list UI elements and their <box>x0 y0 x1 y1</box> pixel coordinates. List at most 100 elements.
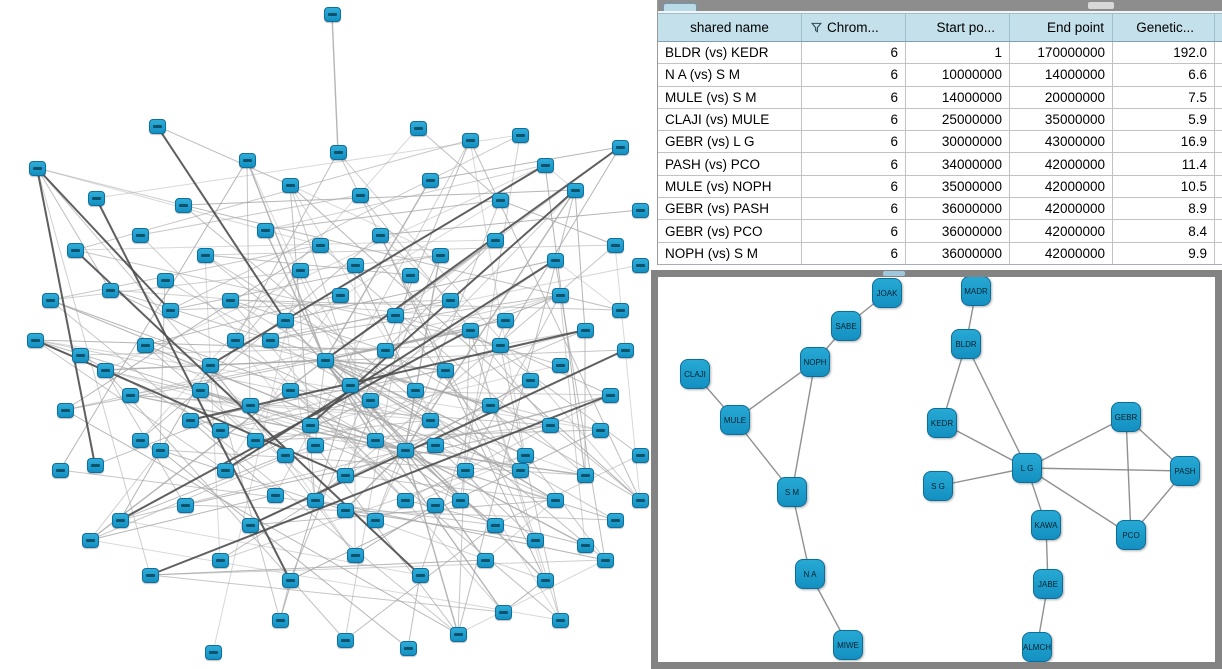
graph-node[interactable] <box>486 517 504 533</box>
graph-node[interactable] <box>576 322 594 338</box>
table-cell[interactable]: NOPH (vs) S M <box>658 242 802 264</box>
graph-node[interactable] <box>456 462 474 478</box>
column-header-genetic[interactable]: Genetic... <box>1113 14 1215 41</box>
graph-node[interactable] <box>596 552 614 568</box>
graph-node[interactable] <box>331 287 349 303</box>
table-cell[interactable]: 6 <box>802 198 906 220</box>
graph-node-kawa[interactable]: KAWA <box>1031 510 1061 540</box>
graph-node[interactable] <box>511 127 529 143</box>
table-cell[interactable]: CLAJI (vs) MULE <box>658 108 802 131</box>
graph-node[interactable] <box>66 242 84 258</box>
table-cell[interactable]: 30000000 <box>906 131 1010 153</box>
table-cell[interactable]: 8.4 <box>1113 220 1215 242</box>
graph-node[interactable] <box>156 272 174 288</box>
graph-node[interactable] <box>56 402 74 418</box>
graph-node-n-a[interactable]: N A <box>795 559 825 589</box>
graph-node[interactable] <box>276 312 294 328</box>
table-cell[interactable]: 10000000 <box>906 64 1010 86</box>
graph-node[interactable] <box>366 512 384 528</box>
table-cell[interactable]: 43000000 <box>1010 131 1113 153</box>
graph-node-pco[interactable]: PCO <box>1116 520 1146 550</box>
graph-node[interactable] <box>576 537 594 553</box>
graph-node[interactable] <box>111 512 129 528</box>
graph-node[interactable] <box>551 287 569 303</box>
scrollbar-thumb-fragment[interactable] <box>1088 2 1114 9</box>
graph-node[interactable] <box>386 307 404 323</box>
graph-node[interactable] <box>281 382 299 398</box>
graph-node[interactable] <box>396 442 414 458</box>
table-row[interactable]: MULE (vs) NOPH 6 35000000 42000000 10.5 <box>658 175 1222 199</box>
graph-node[interactable] <box>371 227 389 243</box>
column-header-end-point[interactable]: End point <box>1010 14 1113 41</box>
table-cell[interactable]: N A (vs) S M <box>658 64 802 86</box>
table-cell[interactable]: 6.6 <box>1113 64 1215 86</box>
graph-node[interactable] <box>121 387 139 403</box>
graph-node[interactable] <box>256 222 274 238</box>
graph-node[interactable] <box>396 492 414 508</box>
table-cell[interactable]: GEBR (vs) L G <box>658 131 802 153</box>
graph-node[interactable] <box>541 417 559 433</box>
graph-node[interactable] <box>238 152 256 168</box>
graph-node[interactable] <box>148 118 166 134</box>
graph-node[interactable] <box>316 352 334 368</box>
graph-node[interactable] <box>351 187 369 203</box>
graph-node[interactable] <box>276 447 294 463</box>
graph-node[interactable] <box>306 492 324 508</box>
graph-node[interactable] <box>87 190 105 206</box>
table-cell[interactable]: 36000000 <box>906 220 1010 242</box>
graph-node[interactable] <box>441 292 459 308</box>
table-cell[interactable]: 42000000 <box>1010 220 1113 242</box>
graph-node[interactable] <box>301 417 319 433</box>
graph-node[interactable] <box>211 422 229 438</box>
graph-node[interactable] <box>411 567 429 583</box>
table-cell[interactable]: 35000000 <box>1010 108 1113 131</box>
graph-node[interactable] <box>346 547 364 563</box>
graph-node[interactable] <box>426 437 444 453</box>
graph-node-madr[interactable]: MADR <box>961 277 991 306</box>
table-cell[interactable]: 170000000 <box>1010 42 1113 64</box>
table-cell[interactable]: 1 <box>906 42 1010 64</box>
graph-node[interactable] <box>551 612 569 628</box>
table-cell[interactable]: 5.9 <box>1113 108 1215 131</box>
graph-node[interactable] <box>461 132 479 148</box>
table-cell[interactable]: 35000000 <box>906 175 1010 198</box>
graph-node[interactable] <box>606 512 624 528</box>
table-cell[interactable]: 42000000 <box>1010 175 1113 198</box>
table-cell[interactable]: 6 <box>802 175 906 198</box>
graph-node[interactable] <box>346 257 364 273</box>
toolbar-tab-fragment[interactable] <box>663 3 697 11</box>
graph-node[interactable] <box>101 282 119 298</box>
graph-node[interactable] <box>196 247 214 263</box>
table-cell[interactable]: 6 <box>802 86 906 108</box>
graph-node[interactable] <box>271 612 289 628</box>
table-cell[interactable]: 6 <box>802 64 906 86</box>
network-view-main[interactable] <box>0 0 652 669</box>
graph-node[interactable] <box>361 392 379 408</box>
graph-node-s-m[interactable]: S M <box>777 477 807 507</box>
table-cell[interactable]: 7.5 <box>1113 86 1215 108</box>
graph-node[interactable] <box>161 302 179 318</box>
graph-node[interactable] <box>281 177 299 193</box>
graph-node[interactable] <box>266 487 284 503</box>
graph-node-sabe[interactable]: SABE <box>831 311 861 341</box>
table-cell[interactable]: 6 <box>802 108 906 131</box>
graph-node[interactable] <box>631 447 649 463</box>
table-row[interactable]: GEBR (vs) PCO 6 36000000 42000000 8.4 <box>658 220 1222 243</box>
graph-node[interactable] <box>516 447 534 463</box>
graph-node[interactable] <box>376 342 394 358</box>
table-cell[interactable]: 14000000 <box>1010 64 1113 86</box>
graph-node[interactable] <box>366 432 384 448</box>
graph-node[interactable] <box>241 517 259 533</box>
table-cell[interactable]: 10.5 <box>1113 175 1215 198</box>
graph-node[interactable] <box>421 412 439 428</box>
graph-node[interactable] <box>546 252 564 268</box>
graph-node[interactable] <box>141 567 159 583</box>
graph-node[interactable] <box>281 572 299 588</box>
graph-node[interactable] <box>246 432 264 448</box>
table-cell[interactable]: 42000000 <box>1010 242 1113 264</box>
table-cell[interactable]: 34000000 <box>906 153 1010 175</box>
table-cell[interactable]: 6 <box>802 153 906 175</box>
graph-node[interactable] <box>494 604 512 620</box>
table-row[interactable]: NOPH (vs) S M 6 36000000 42000000 9.9 <box>658 242 1222 264</box>
table-cell[interactable]: 25000000 <box>906 108 1010 131</box>
